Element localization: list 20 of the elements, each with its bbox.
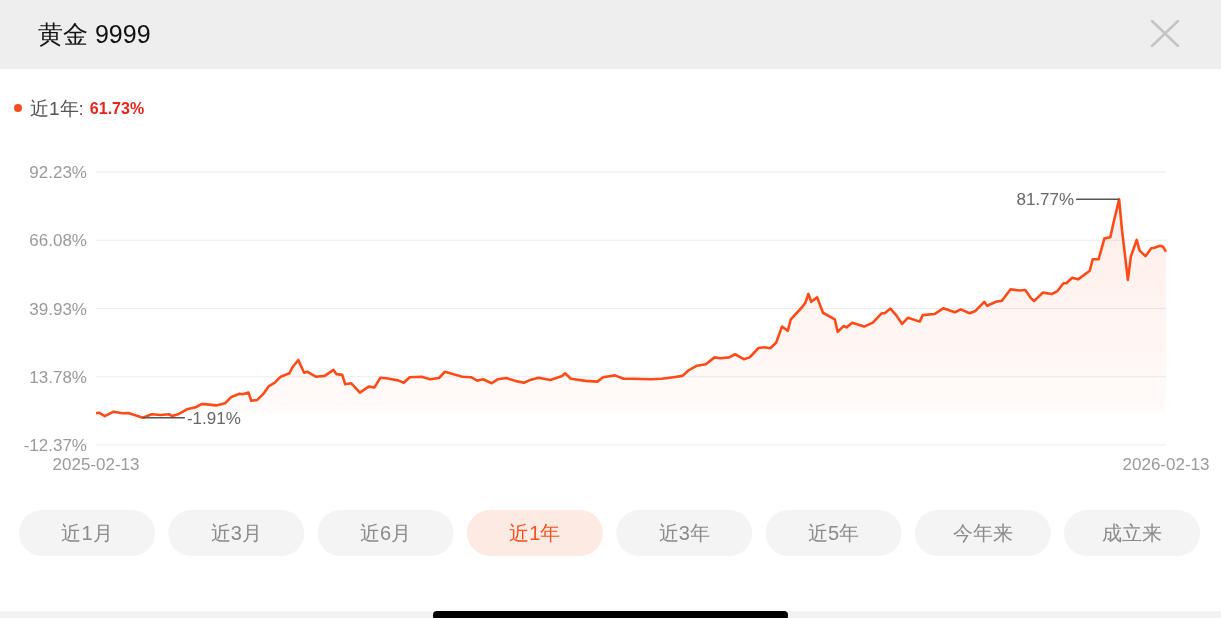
button: 成立来 <box>1064 510 1201 556</box>
button: 近6月 <box>317 510 454 556</box>
button: 近3年 <box>616 510 753 556</box>
annotation: 81.77% <box>1016 190 1075 210</box>
ytick: 39.93% <box>29 299 87 319</box>
button: 近1年 <box>466 510 603 556</box>
ytick: -12.37% <box>23 436 87 455</box>
button: 今年来 <box>914 510 1051 556</box>
xtick: 2025-02-13 <box>52 455 140 474</box>
ytick: 92.23% <box>29 163 87 182</box>
title: 黄金 9999 <box>38 20 151 48</box>
xtick: 2026-02-13 <box>1122 455 1210 474</box>
legend-value: 61.73% <box>89 100 145 117</box>
button: 近5年 <box>765 510 902 556</box>
ytick: 66.08% <box>29 231 87 251</box>
button: 近3月 <box>168 510 305 556</box>
ytick: 13.78% <box>29 367 87 387</box>
button: 近1月 <box>19 510 155 556</box>
annotation: -1.91% <box>186 408 241 428</box>
legend: 近1年: <box>30 98 84 119</box>
